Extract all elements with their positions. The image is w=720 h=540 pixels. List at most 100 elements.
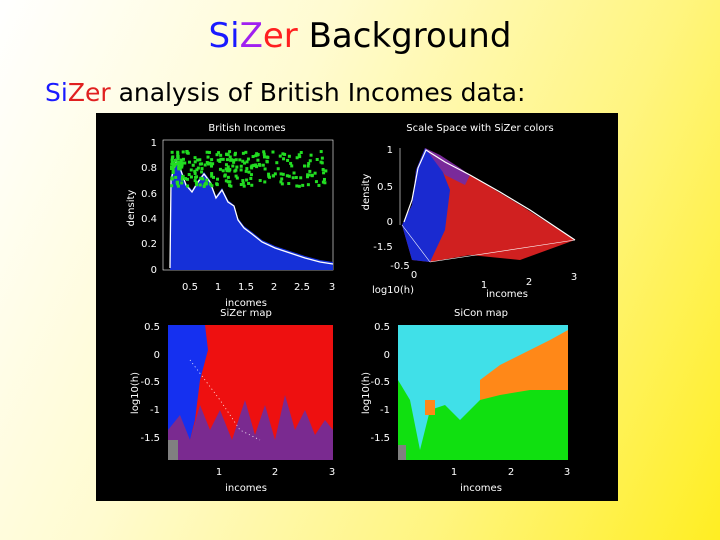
x-tick-label: 3 [329, 467, 335, 478]
point [285, 174, 289, 178]
point [219, 153, 223, 157]
y-tick-label: 0 [384, 350, 390, 361]
point [297, 184, 301, 188]
x-tick-label: 3 [571, 272, 577, 283]
point [238, 158, 242, 162]
point [199, 176, 203, 180]
point [181, 161, 185, 165]
point [262, 150, 266, 154]
point [295, 184, 299, 188]
point [211, 162, 215, 166]
x-tick-label: 3 [329, 282, 335, 293]
point [209, 182, 213, 186]
point [317, 183, 321, 187]
y-tick-label: 1 [151, 138, 157, 149]
point [241, 179, 245, 183]
point [314, 180, 318, 184]
point [176, 152, 180, 156]
z-tick-label: 0 [387, 217, 393, 228]
point [280, 177, 284, 181]
point [170, 162, 174, 166]
x-axis [429, 239, 576, 263]
point [299, 151, 303, 155]
point [323, 181, 327, 185]
text-segment: Background [297, 16, 512, 56]
point [266, 155, 270, 159]
point [247, 181, 251, 185]
y-tick-label: 0.6 [141, 189, 157, 200]
point [205, 178, 209, 182]
x-label: incomes [225, 298, 267, 309]
y-tick-label: -0.5 [370, 377, 390, 388]
point [223, 174, 227, 178]
point [310, 174, 314, 178]
panel-4-plot [398, 325, 568, 460]
point [180, 177, 184, 181]
point [224, 163, 228, 167]
point [177, 167, 181, 171]
point [234, 174, 238, 178]
x-tick-label: 3 [564, 467, 570, 478]
x-tick-label: 2 [508, 467, 514, 478]
point [294, 176, 298, 180]
point [225, 158, 229, 162]
point [263, 167, 267, 171]
point [205, 182, 209, 186]
z-label: density [361, 174, 372, 211]
point [198, 183, 202, 187]
x-tick-label: 1 [215, 282, 221, 293]
point [263, 180, 267, 184]
point [210, 172, 214, 176]
point [258, 179, 262, 183]
x-tick-label: 1 [451, 467, 457, 478]
point [251, 155, 255, 159]
point [299, 176, 303, 180]
point [224, 167, 228, 171]
point [283, 152, 287, 156]
point [170, 177, 174, 181]
point [186, 184, 190, 188]
point [244, 169, 248, 173]
point [246, 157, 250, 161]
point [308, 159, 312, 163]
point [193, 156, 197, 160]
point [216, 158, 220, 162]
point [184, 177, 188, 181]
x-label: incomes [225, 483, 267, 494]
slide-title: SiZer Background [0, 16, 720, 56]
panel-2-plot [399, 148, 576, 263]
y-label: density [126, 190, 137, 227]
point [198, 158, 202, 162]
text-segment: analysis of British Incomes data: [110, 78, 526, 107]
point [254, 154, 258, 158]
text-segment: Z [239, 16, 263, 56]
point [281, 152, 285, 156]
point [278, 154, 282, 158]
point [306, 173, 310, 177]
point [193, 179, 197, 183]
point [276, 167, 280, 171]
x-tick-label: 2.5 [294, 282, 310, 293]
point [302, 164, 306, 168]
point [200, 162, 204, 166]
point [202, 184, 206, 188]
point [196, 166, 200, 170]
point [170, 158, 174, 162]
point [298, 155, 302, 159]
point [176, 155, 180, 159]
point [233, 153, 237, 157]
panel-title: SiZer map [220, 308, 272, 319]
point [188, 160, 192, 164]
point [194, 180, 198, 184]
point [229, 158, 233, 162]
point [265, 160, 269, 164]
point [232, 158, 236, 162]
point [252, 163, 256, 167]
point [245, 178, 249, 182]
point [275, 161, 279, 165]
point [241, 159, 245, 163]
point [228, 168, 232, 172]
x-tick-label: 2 [526, 277, 532, 288]
point [179, 161, 183, 165]
point [207, 150, 211, 154]
